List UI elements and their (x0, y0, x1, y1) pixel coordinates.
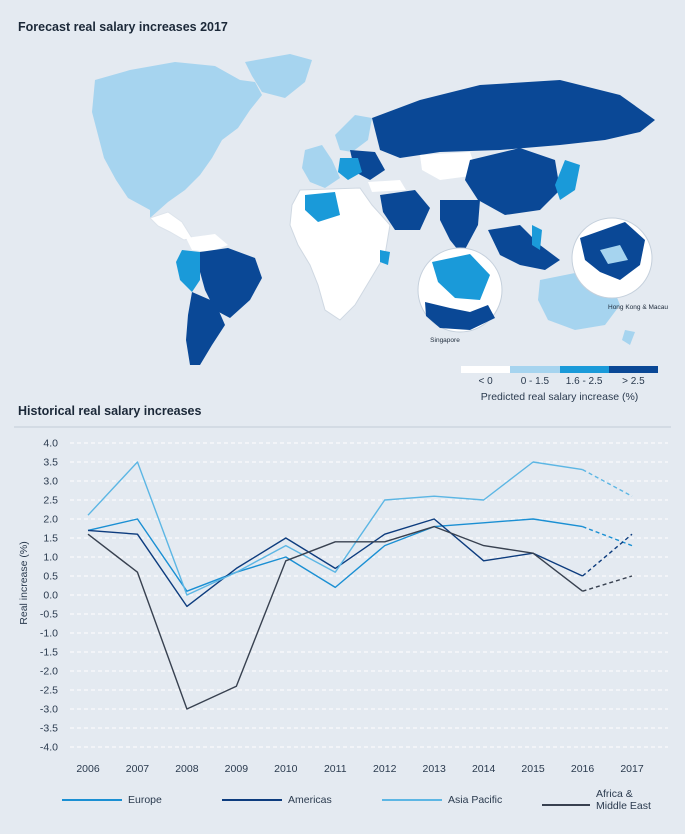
kenya (380, 250, 390, 265)
chile-argentina (186, 292, 225, 365)
series-forecast-line-2 (582, 468, 633, 497)
x-tick-label: 2010 (274, 763, 298, 775)
y-axis-label: Real increase (%) (18, 541, 30, 624)
x-tick-label: 2009 (225, 763, 249, 775)
kazakhstan (420, 152, 478, 180)
world-map: Hong Kong & Macau Singapore (92, 54, 668, 365)
legend-swatch-0-1.5 (510, 366, 560, 373)
x-axis-ticks: 2006 2007 2008 2009 2010 2011 2012 2013 2014 2015… (76, 763, 644, 775)
y-tick-label: 4.0 (43, 438, 58, 450)
x-tick-label: 2015 (521, 763, 545, 775)
series-line-0 (87, 518, 583, 592)
x-tick-label: 2013 (423, 763, 447, 775)
series-forecast-line-0 (582, 525, 633, 547)
y-tick-label: -1.0 (40, 628, 58, 640)
inset-hong-kong: Hong Kong & Macau (571, 217, 668, 311)
x-tick-label: 2014 (472, 763, 496, 775)
y-tick-label: 3.0 (43, 476, 58, 488)
north-america (92, 62, 262, 218)
legend-color-bar (461, 366, 658, 373)
inset-sg-label: Singapore (430, 337, 460, 344)
x-tick-label: 2006 (76, 763, 100, 775)
china (465, 148, 560, 215)
chart-series (87, 461, 633, 710)
russia (372, 80, 655, 158)
india (440, 200, 480, 255)
y-tick-label: -4.0 (40, 742, 58, 754)
y-tick-label: 0.5 (43, 571, 58, 583)
y-tick-label: -0.5 (40, 609, 58, 621)
series-line-3 (87, 525, 583, 710)
y-tick-label: 1.5 (43, 533, 58, 545)
y-tick-label: -2.5 (40, 685, 58, 697)
map-title: Forecast real salary increases 2017 (18, 20, 228, 34)
legend-bin-label: < 0 (478, 376, 493, 387)
new-zealand (622, 330, 635, 345)
legend-bin-label: 0 - 1.5 (520, 376, 550, 387)
africa (289, 187, 391, 321)
legend-label-americas: Americas (288, 794, 332, 806)
line-chart: 4.0 3.5 3.0 2.5 2.0 1.5 1.0 0.5 0.0 -0.5 -1.0 -1.5 -… (14, 426, 671, 775)
legend-bin-label: 1.6 - 2.5 (565, 376, 603, 387)
series-forecast-line-1 (582, 533, 633, 577)
south-america-north (186, 234, 228, 252)
continents (92, 54, 655, 365)
legend-swatch-europe (62, 799, 122, 801)
y-tick-label: -1.5 (40, 647, 58, 659)
legend-label-asia-pacific: Asia Pacific (448, 794, 503, 806)
middle-east (380, 190, 430, 230)
turkey (368, 180, 406, 192)
x-tick-label: 2011 (324, 763, 347, 775)
legend-item-asia-pacific: Asia Pacific (382, 794, 502, 806)
y-tick-label: 3.5 (43, 457, 58, 469)
y-axis-ticks: 4.0 3.5 3.0 2.5 2.0 1.5 1.0 0.5 0.0 -0.5 -1.0 -1.5 -… (40, 438, 58, 754)
chart-title: Historical real salary increases (18, 404, 202, 418)
peru (176, 250, 200, 292)
y-tick-label: 2.0 (43, 514, 58, 526)
legend-swatch-gt2.5 (608, 366, 658, 373)
legend-label-africa-me: Africa & Middle East (596, 788, 651, 812)
southeast-asia (488, 225, 560, 270)
chart-grid (70, 442, 668, 748)
series-line-1 (87, 518, 583, 608)
y-tick-label: 2.5 (43, 495, 58, 507)
y-tick-label: -2.0 (40, 666, 58, 678)
y-tick-label: -3.5 (40, 723, 58, 735)
scandinavia (335, 115, 372, 152)
legend-swatch-1.6-2.5 (559, 366, 609, 373)
legend-label-europe: Europe (128, 794, 162, 806)
japan (555, 160, 580, 200)
brazil (200, 248, 262, 318)
legend-item-americas: Americas (222, 794, 332, 806)
y-tick-label: -3.0 (40, 704, 58, 716)
y-tick-label: 0.0 (43, 590, 58, 602)
x-tick-label: 2008 (175, 763, 199, 775)
legend-swatch-lt0 (461, 366, 511, 373)
x-tick-label: 2007 (126, 763, 150, 775)
legend-item-africa-me: Africa & Middle East (542, 788, 656, 812)
legend-item-europe: Europe (62, 794, 162, 806)
x-tick-label: 2017 (620, 763, 644, 775)
algeria (305, 192, 340, 222)
series-legend: Europe Americas Asia Pacific Africa & Mi… (0, 786, 685, 826)
greenland (245, 54, 312, 98)
series-line-2 (87, 461, 583, 596)
legend-swatch-africa-me (542, 804, 590, 806)
x-tick-label: 2016 (571, 763, 595, 775)
legend-swatch-asia-pacific (382, 799, 442, 801)
legend-bin-label: > 2.5 (622, 376, 645, 387)
philippines (532, 225, 542, 250)
inset-singapore: Singapore (417, 247, 503, 344)
x-tick-label: 2012 (373, 763, 397, 775)
legend-caption: Predicted real salary increase (%) (480, 391, 639, 403)
europe-central (338, 158, 362, 180)
inset-hk-label: Hong Kong & Macau (608, 304, 668, 311)
series-forecast-line-3 (582, 575, 633, 592)
y-tick-label: 1.0 (43, 552, 58, 564)
legend-swatch-americas (222, 799, 282, 801)
map-legend: < 0 0 - 1.5 1.6 - 2.5 > 2.5 Predicted re… (461, 366, 658, 403)
central-america (149, 211, 193, 241)
europe-west (302, 145, 340, 188)
